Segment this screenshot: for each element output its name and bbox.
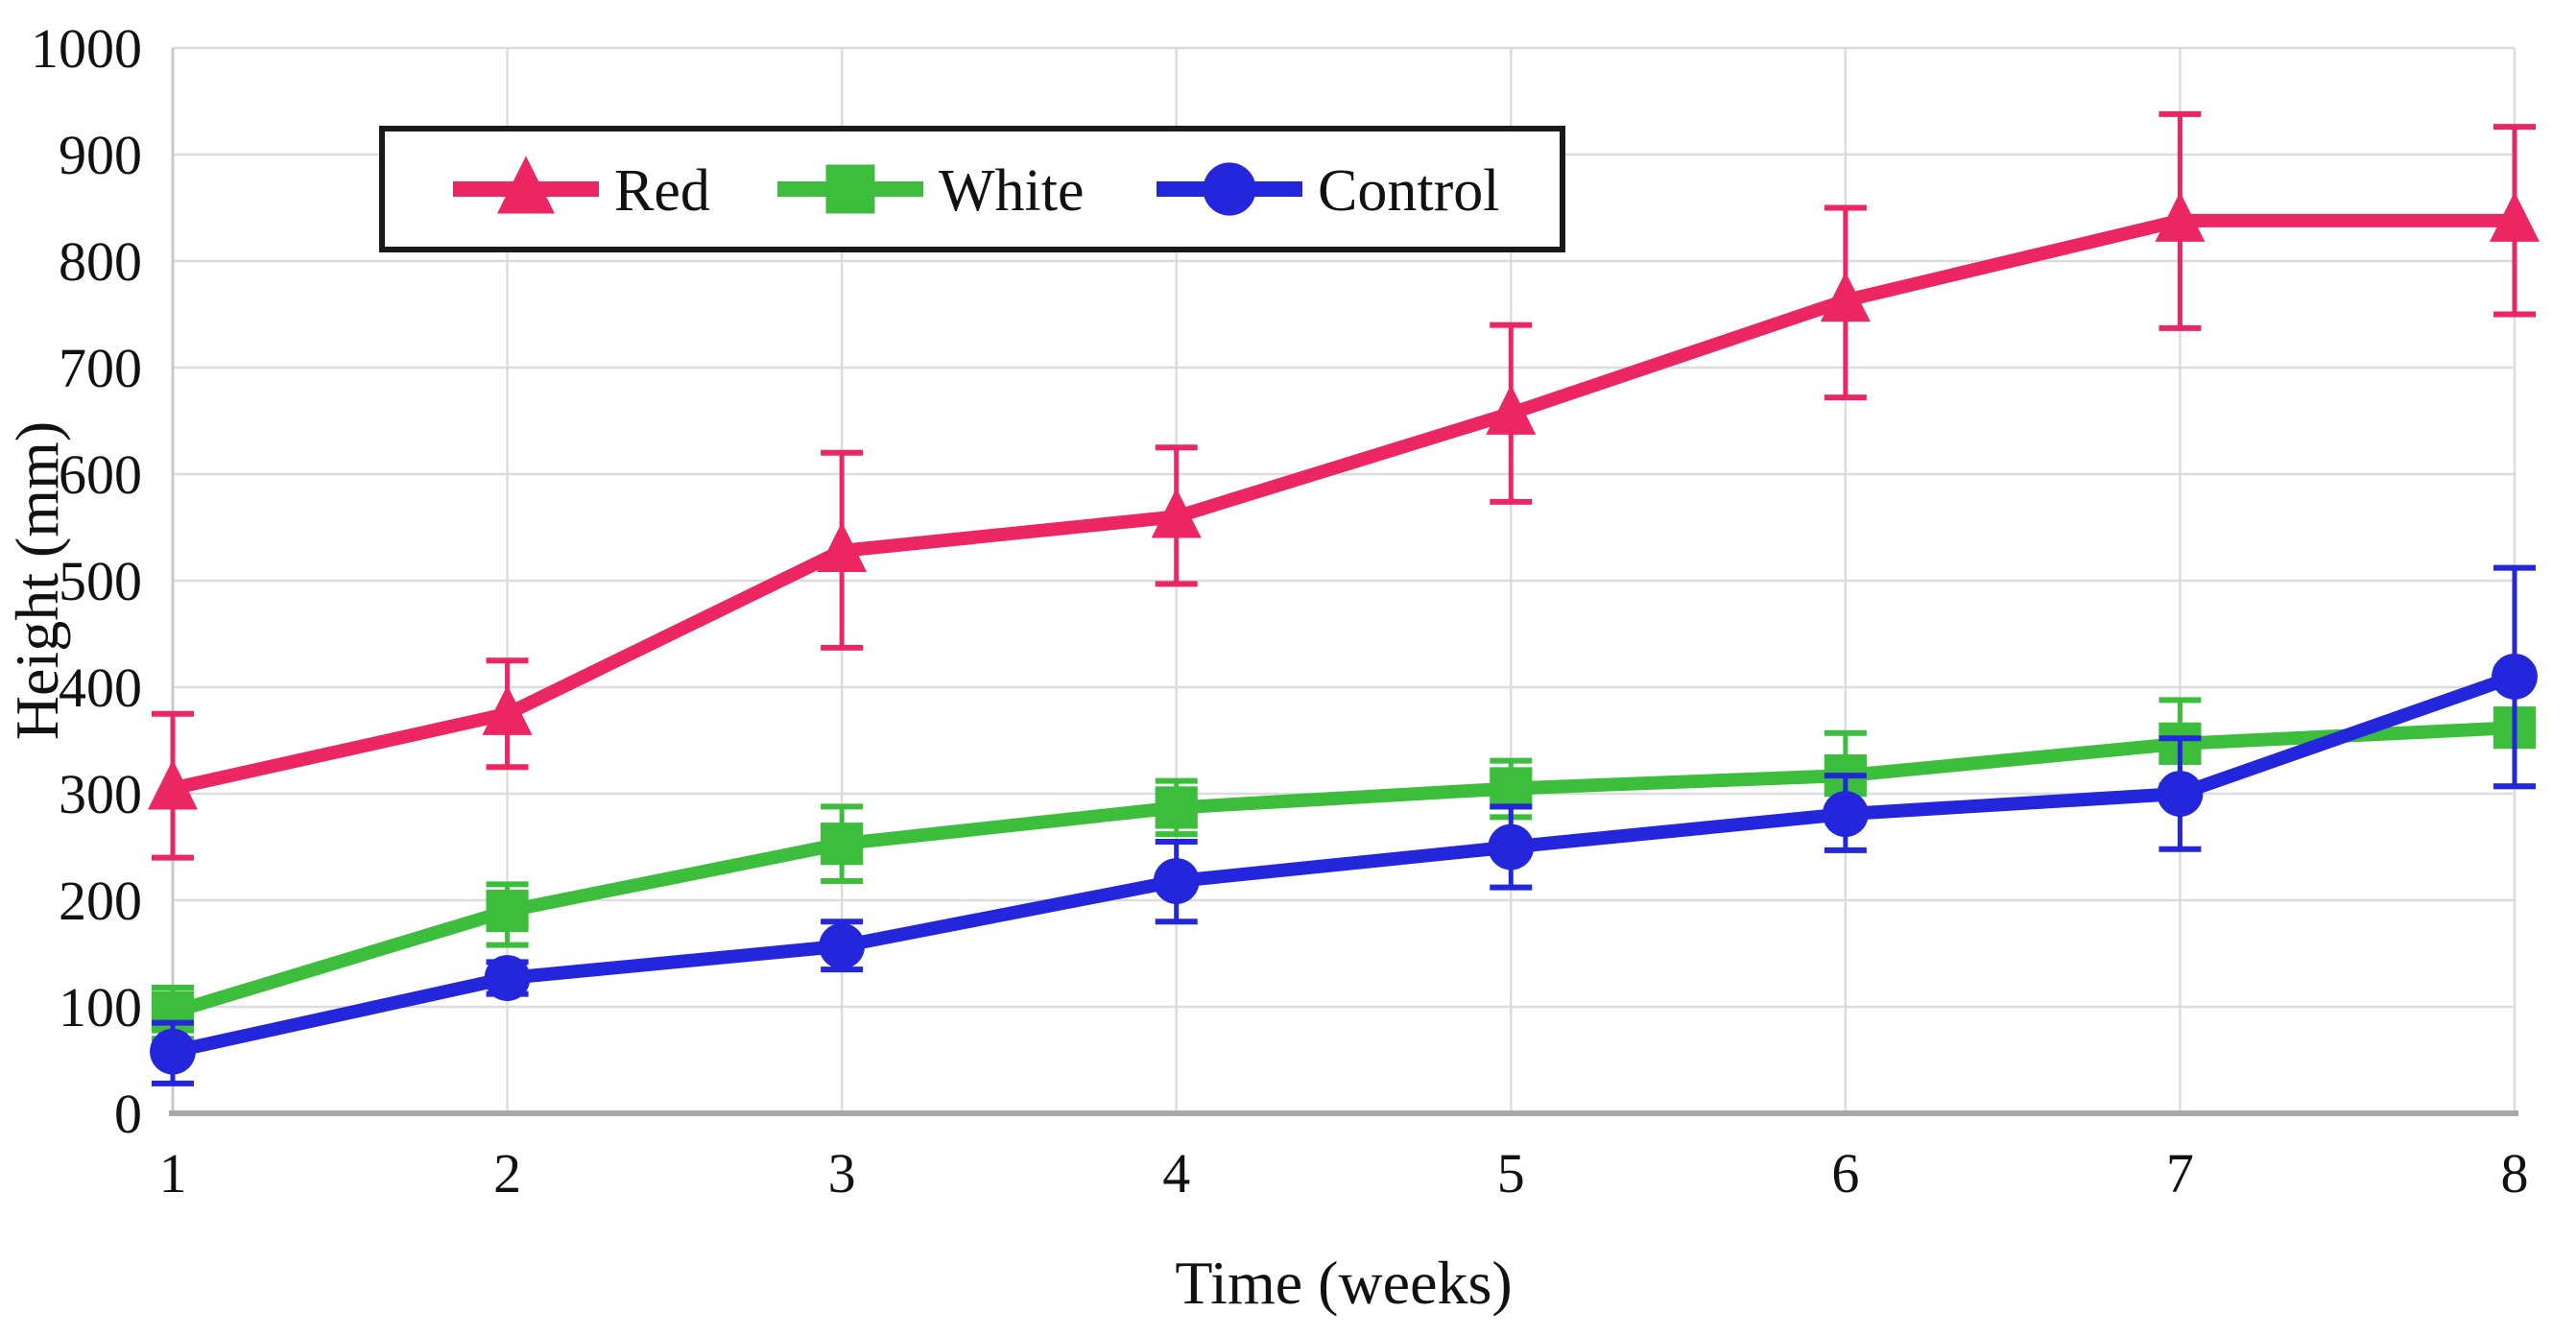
legend-item-control: Control bbox=[1157, 158, 1499, 224]
triangle-marker bbox=[1486, 384, 1537, 435]
square-marker bbox=[821, 823, 864, 866]
y-axis-title: Height (mm) bbox=[3, 421, 71, 740]
legend-item-red: Red bbox=[453, 155, 710, 224]
circle-marker bbox=[819, 922, 866, 969]
data-series bbox=[148, 110, 2540, 1086]
circle-marker bbox=[1822, 791, 1869, 838]
legend: Red White Control bbox=[379, 126, 1565, 252]
triangle-marker bbox=[1820, 272, 1871, 322]
x-tick-label: 8 bbox=[2501, 1142, 2529, 1205]
y-tick-label: 400 bbox=[59, 656, 142, 719]
x-tick-label: 1 bbox=[159, 1142, 187, 1205]
x-tick-label: 7 bbox=[2166, 1142, 2194, 1205]
x-tick-label: 2 bbox=[493, 1142, 521, 1205]
series-control bbox=[150, 564, 2538, 1086]
y-tick-label: 200 bbox=[59, 870, 142, 932]
legend-label: Red bbox=[614, 158, 710, 224]
y-tick-label: 300 bbox=[59, 763, 142, 825]
square-marker bbox=[1490, 767, 1533, 810]
y-tick-label: 900 bbox=[59, 124, 142, 186]
tick-labels: 0 100 200 300 400 500 600 700 800 900 1000 1 2 3 4 5 6 7 8 bbox=[31, 17, 2529, 1205]
y-tick-label: 800 bbox=[59, 230, 142, 293]
x-tick-label: 3 bbox=[828, 1142, 856, 1205]
square-marker bbox=[486, 890, 529, 933]
triangle-marker bbox=[482, 684, 533, 735]
x-tick-label: 5 bbox=[1497, 1142, 1525, 1205]
y-tick-label: 500 bbox=[59, 550, 142, 612]
circle-marker bbox=[2157, 771, 2204, 817]
series-line-white bbox=[166, 721, 2521, 1019]
triangle-marker bbox=[148, 759, 198, 810]
y-tick-label: 1000 bbox=[31, 17, 142, 80]
series-red bbox=[148, 110, 2540, 861]
triangle-marker bbox=[2155, 191, 2206, 242]
circle-marker bbox=[2492, 653, 2538, 700]
series-line-red bbox=[166, 213, 2521, 796]
legend-label: Control bbox=[1318, 158, 1499, 224]
y-tick-label: 0 bbox=[114, 1083, 142, 1145]
x-tick-label: 4 bbox=[1162, 1142, 1190, 1205]
legend-square-marker bbox=[825, 164, 875, 214]
y-tick-label: 700 bbox=[59, 337, 142, 399]
y-tick-label: 100 bbox=[59, 976, 142, 1038]
circle-marker bbox=[150, 1028, 196, 1075]
square-marker bbox=[1155, 786, 1198, 829]
series-line-control bbox=[166, 669, 2521, 1059]
legend-circle-marker bbox=[1203, 162, 1256, 216]
legend-label: White bbox=[939, 158, 1085, 224]
circle-marker bbox=[484, 955, 531, 1001]
y-tick-label: 600 bbox=[59, 443, 142, 506]
x-axis-title: Time (weeks) bbox=[1175, 1249, 1512, 1317]
x-tick-label: 6 bbox=[1831, 1142, 1859, 1205]
triangle-marker bbox=[1151, 488, 1202, 538]
circle-marker bbox=[1153, 858, 1200, 904]
legend-triangle-marker bbox=[497, 155, 555, 214]
triangle-marker bbox=[2490, 191, 2540, 242]
legend-item-white: White bbox=[777, 158, 1085, 224]
triangle-marker bbox=[817, 522, 868, 573]
circle-marker bbox=[1488, 823, 1535, 871]
axes bbox=[169, 48, 2518, 1116]
